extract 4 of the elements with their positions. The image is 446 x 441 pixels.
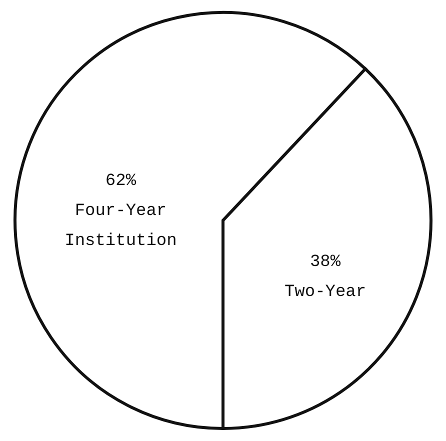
data-label: 62% <box>105 172 137 192</box>
data-label: 38% <box>310 252 342 272</box>
slice-label: Two-Year <box>284 282 366 302</box>
slice-label: Four-Year Institution <box>64 202 177 252</box>
